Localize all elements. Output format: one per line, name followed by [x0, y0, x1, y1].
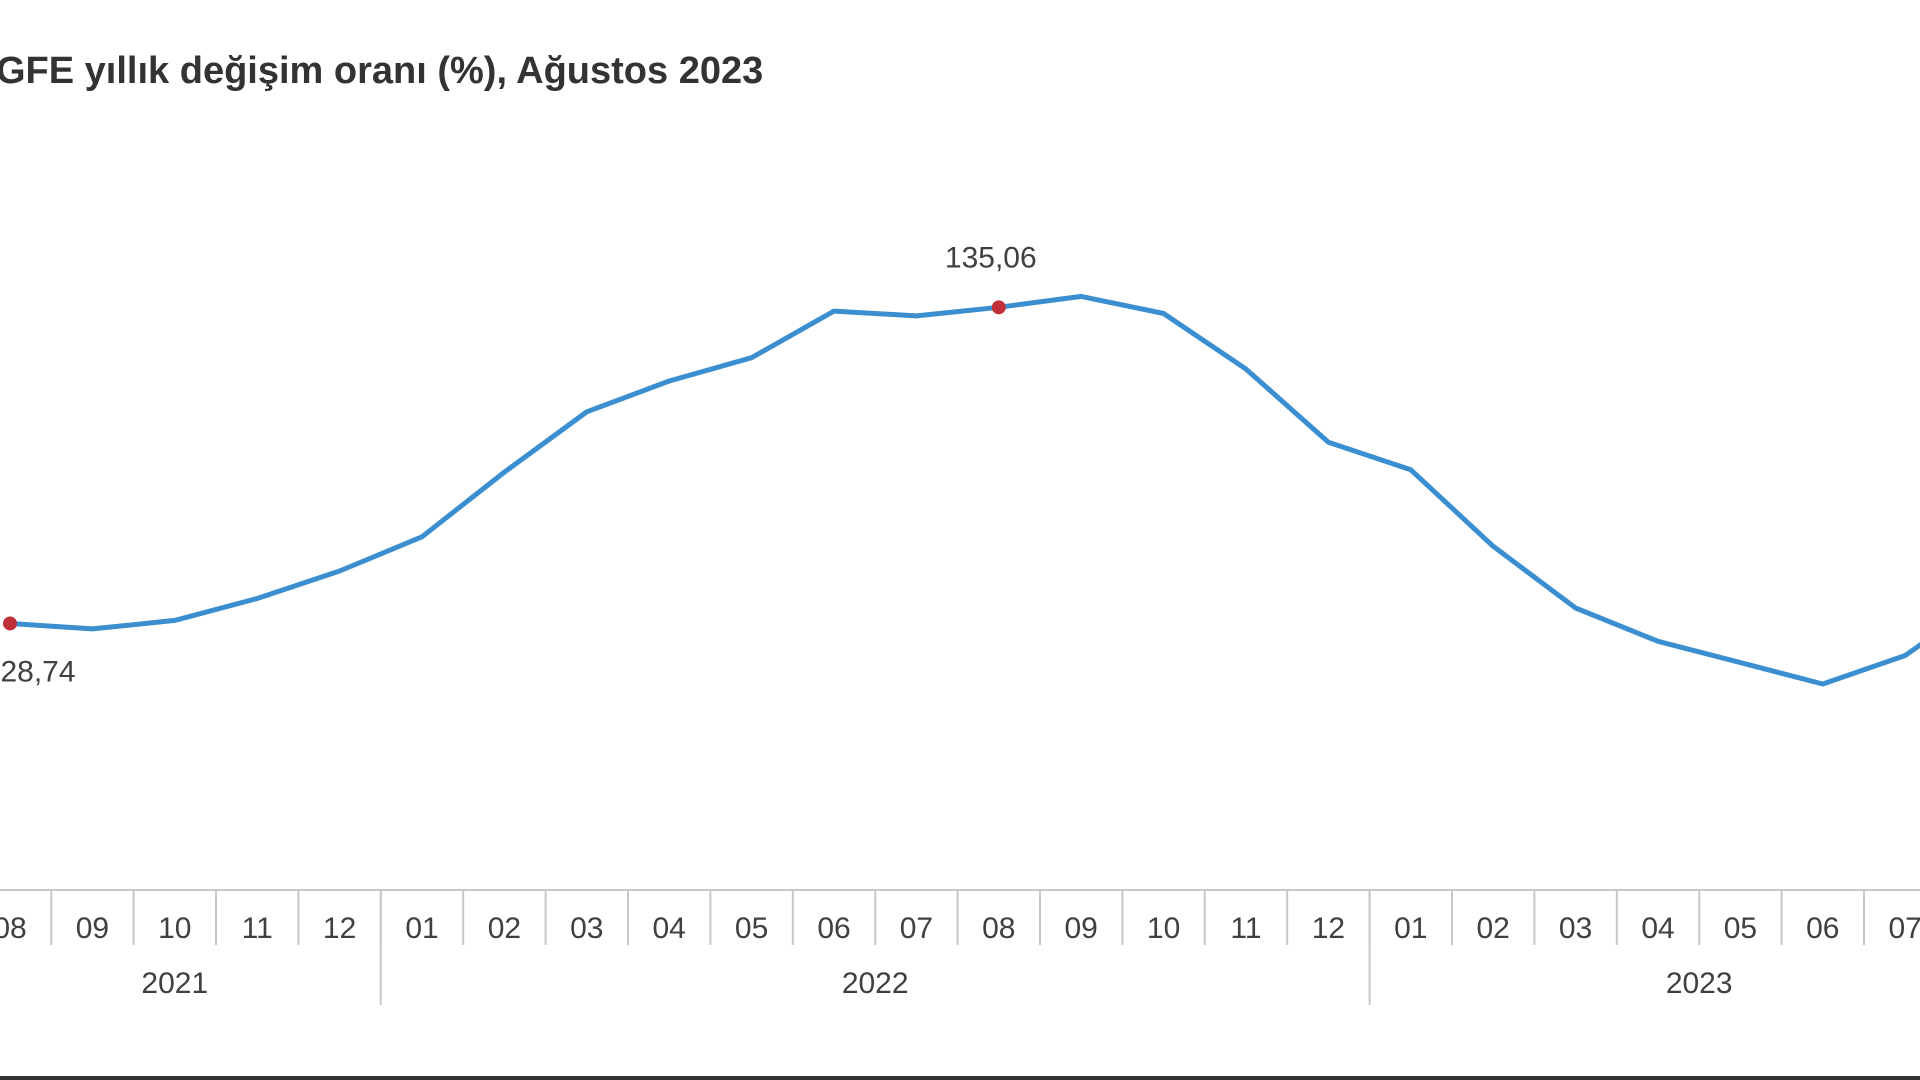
x-tick-label: 09	[1065, 912, 1098, 945]
x-tick-label: 03	[570, 912, 603, 945]
x-tick-label: 10	[1147, 912, 1180, 945]
series-line-layer	[7, 293, 1920, 687]
x-tick-label: 08	[982, 912, 1015, 945]
series-line	[7, 293, 1920, 687]
year-label: 2021	[141, 967, 208, 1000]
x-tick-label: 02	[1477, 912, 1510, 945]
x-tick-label: 03	[1559, 912, 1592, 945]
data-label: 28,74	[0, 655, 75, 688]
x-tick-label: 09	[76, 912, 109, 945]
x-tick-label: 07	[1889, 912, 1920, 945]
x-tick-label: 02	[488, 912, 521, 945]
x-tick-label: 04	[653, 912, 686, 945]
chart-title: GFE yıllık değişim oranı (%), Ağustos 20…	[0, 50, 763, 92]
x-tick-label: 04	[1641, 912, 1674, 945]
x-tick-label: 08	[0, 912, 27, 945]
year-label: 2023	[1666, 967, 1733, 1000]
x-tick-label: 06	[817, 912, 850, 945]
x-tick-label: 10	[158, 912, 191, 945]
data-label: 135,06	[945, 241, 1037, 274]
x-tick-label: 11	[242, 912, 273, 945]
data-point-marker	[991, 300, 1006, 315]
x-tick-label: 07	[900, 912, 933, 945]
x-tick-label: 12	[1312, 912, 1345, 945]
x-tick-label: 06	[1806, 912, 1839, 945]
data-marker-layer	[3, 300, 1006, 631]
x-axis: 08 09 10 11 12 01 02 03 04 05 06 07 08 09 10 11 12 01 02 03…	[0, 889, 1920, 1005]
x-tick-label: 05	[1724, 912, 1757, 945]
year-label: 2022	[842, 967, 909, 1000]
x-tick-label: 12	[323, 912, 356, 945]
x-tick-label: 01	[1394, 912, 1427, 945]
data-point-marker	[3, 616, 17, 631]
x-tick-label: 01	[405, 912, 438, 945]
x-tick-label: 05	[735, 912, 768, 945]
x-tick-label: 11	[1230, 912, 1261, 945]
